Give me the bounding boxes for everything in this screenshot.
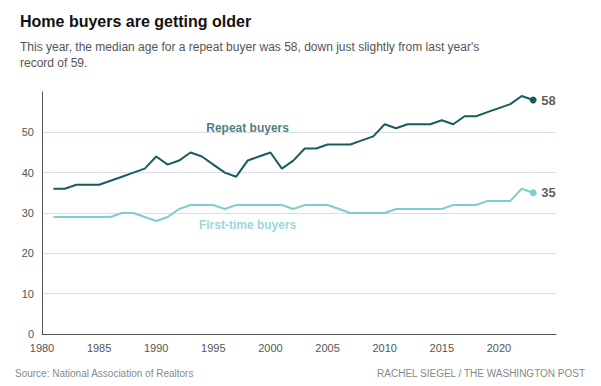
svg-text:1980: 1980	[30, 342, 54, 354]
svg-text:This year, the median age for: This year, the median age for a repeat b…	[20, 40, 479, 54]
svg-text:30: 30	[22, 207, 34, 219]
svg-text:2000: 2000	[258, 342, 282, 354]
svg-text:50: 50	[22, 126, 34, 138]
svg-text:2015: 2015	[430, 342, 454, 354]
svg-text:10: 10	[22, 288, 34, 300]
svg-text:0: 0	[28, 328, 34, 340]
svg-text:2010: 2010	[372, 342, 396, 354]
svg-text:1995: 1995	[201, 342, 225, 354]
svg-text:record of 59.: record of 59.	[20, 56, 87, 70]
svg-text:1985: 1985	[87, 342, 111, 354]
svg-text:40: 40	[22, 167, 34, 179]
svg-text:Repeat buyers: Repeat buyers	[206, 121, 289, 135]
svg-text:2005: 2005	[315, 342, 339, 354]
svg-text:First-time buyers: First-time buyers	[199, 218, 297, 232]
svg-text:35: 35	[541, 185, 555, 200]
svg-text:2020: 2020	[487, 342, 511, 354]
svg-text:1990: 1990	[144, 342, 168, 354]
svg-text:RACHEL SIEGEL / THE WASHINGTON: RACHEL SIEGEL / THE WASHINGTON POST	[377, 368, 585, 379]
svg-text:20: 20	[22, 247, 34, 259]
svg-text:Home buyers are getting older: Home buyers are getting older	[20, 13, 251, 30]
svg-text:58: 58	[541, 93, 555, 108]
svg-text:Source: National Association o: Source: National Association of Realtors	[15, 368, 193, 379]
